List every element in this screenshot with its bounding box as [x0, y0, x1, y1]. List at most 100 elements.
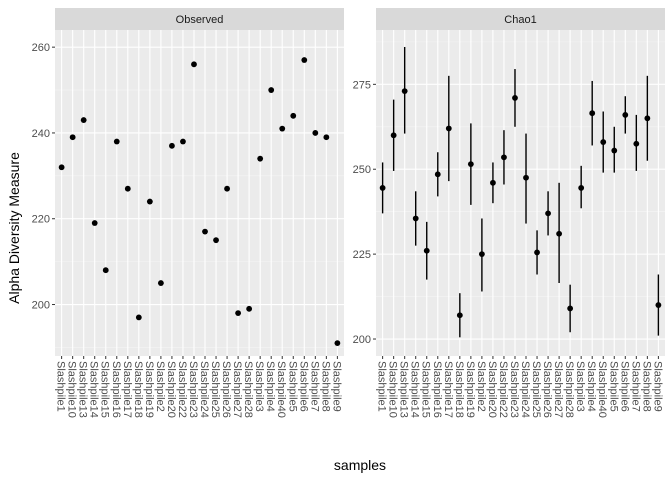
x-tick-label: Slashpile19: [143, 361, 155, 418]
data-point: [412, 215, 419, 222]
x-tick-label: Slashpile23: [508, 361, 520, 418]
data-point: [191, 61, 197, 68]
y-tick-label: 200: [32, 300, 50, 312]
data-point: [69, 134, 76, 141]
x-tick-label: Slashpile6: [297, 361, 309, 412]
data-point: [578, 185, 585, 191]
data-point: [655, 302, 662, 308]
x-tick-label: Slashpile20: [165, 361, 177, 418]
x-tick-label: Slashpile15: [420, 361, 432, 418]
data-point: [246, 305, 253, 312]
data-point: [567, 305, 574, 312]
data-point: [202, 228, 208, 235]
y-tick-label: 275: [353, 79, 371, 91]
facet-strip-chao1: [376, 8, 665, 30]
data-point: [589, 110, 596, 117]
x-tick-label: Slashpile4: [264, 361, 276, 412]
x-tick-label: Slashpile5: [607, 361, 619, 412]
facet-strip-observed: [55, 8, 344, 30]
x-tick-label: Slashpile5: [286, 361, 298, 412]
data-point: [323, 134, 330, 141]
x-tick-label: Slashpile16: [110, 361, 122, 418]
x-tick-label: Slashpile25: [530, 361, 542, 418]
facet-title-observed: Observed: [176, 14, 224, 26]
panel-background-chao1: [376, 30, 665, 356]
data-point: [312, 130, 319, 136]
x-tick-label: Slashpile2: [154, 361, 166, 412]
data-point: [423, 247, 430, 254]
x-tick-label: Slashpile15: [99, 361, 111, 418]
data-point: [102, 267, 109, 274]
x-tick-label: Slashpile7: [308, 361, 320, 412]
data-point: [124, 185, 131, 192]
x-tick-label: Slashpile13: [398, 361, 410, 418]
y-axis-title: Alpha Diversity Measure: [6, 152, 22, 304]
x-tick-label: Slashpile40: [275, 361, 287, 418]
data-point: [268, 87, 275, 93]
panel-background-observed: [55, 30, 344, 356]
x-axis-title: samples: [334, 457, 386, 473]
x-tick-label: Slashpile4: [585, 361, 597, 412]
data-point: [58, 164, 65, 171]
x-tick-label: Slashpile3: [253, 361, 265, 412]
data-point: [467, 161, 474, 168]
data-point: [434, 171, 441, 178]
data-point: [556, 230, 563, 237]
data-point: [257, 155, 264, 162]
data-point: [611, 147, 618, 154]
x-tick-label: Slashpile24: [198, 361, 210, 418]
x-tick-label: Slashpile25: [209, 361, 221, 418]
y-tick-label: 225: [353, 249, 371, 261]
x-tick-label: Slashpile6: [618, 361, 630, 412]
x-tick-label: Slashpile40: [596, 361, 608, 418]
data-point: [301, 57, 308, 63]
x-tick-label: Slashpile19: [464, 361, 476, 418]
data-point: [290, 112, 297, 119]
y-tick-label: 250: [353, 164, 371, 176]
x-tick-label: Slashpile9: [651, 361, 663, 412]
data-point: [135, 314, 142, 321]
x-tick-label: Slashpile18: [132, 361, 144, 418]
x-tick-label: Slashpile8: [640, 361, 652, 412]
y-tick-label: 240: [32, 128, 50, 140]
x-tick-label: Slashpile24: [519, 361, 531, 418]
data-point: [279, 125, 286, 132]
x-tick-label: Slashpile10: [66, 361, 78, 418]
x-tick-label: Slashpile23: [187, 361, 199, 418]
data-point: [600, 139, 607, 145]
x-tick-label: Slashpile17: [442, 361, 454, 418]
x-tick-label: Slashpile27: [231, 361, 243, 418]
x-tick-label: Slashpile20: [486, 361, 498, 418]
data-point: [478, 251, 485, 258]
data-point: [644, 115, 651, 122]
data-point: [545, 210, 551, 217]
data-point: [456, 312, 463, 319]
x-tick-label: Slashpile22: [176, 361, 188, 418]
data-point: [445, 125, 452, 132]
y-tick-label: 260: [32, 42, 50, 54]
x-tick-label: Slashpile13: [77, 361, 89, 418]
x-tick-label: Slashpile26: [541, 361, 553, 418]
data-point: [512, 95, 518, 101]
data-point: [213, 237, 219, 244]
x-tick-label: Slashpile26: [220, 361, 232, 418]
data-point: [334, 340, 341, 347]
data-point: [80, 117, 87, 123]
x-tick-label: Slashpile7: [629, 361, 641, 412]
data-point: [157, 280, 164, 286]
data-point: [490, 179, 496, 186]
x-tick-label: Slashpile16: [431, 361, 443, 418]
y-tick-label: 200: [353, 334, 371, 346]
data-point: [523, 174, 529, 181]
x-tick-label: Slashpile8: [319, 361, 331, 412]
facet-title-chao1: Chao1: [504, 14, 536, 26]
x-tick-label: Slashpile9: [330, 361, 342, 412]
data-point: [622, 111, 629, 118]
data-point: [113, 138, 120, 145]
x-tick-label: Slashpile14: [409, 361, 421, 418]
x-tick-label: Slashpile1: [55, 361, 67, 412]
data-point: [401, 88, 408, 95]
